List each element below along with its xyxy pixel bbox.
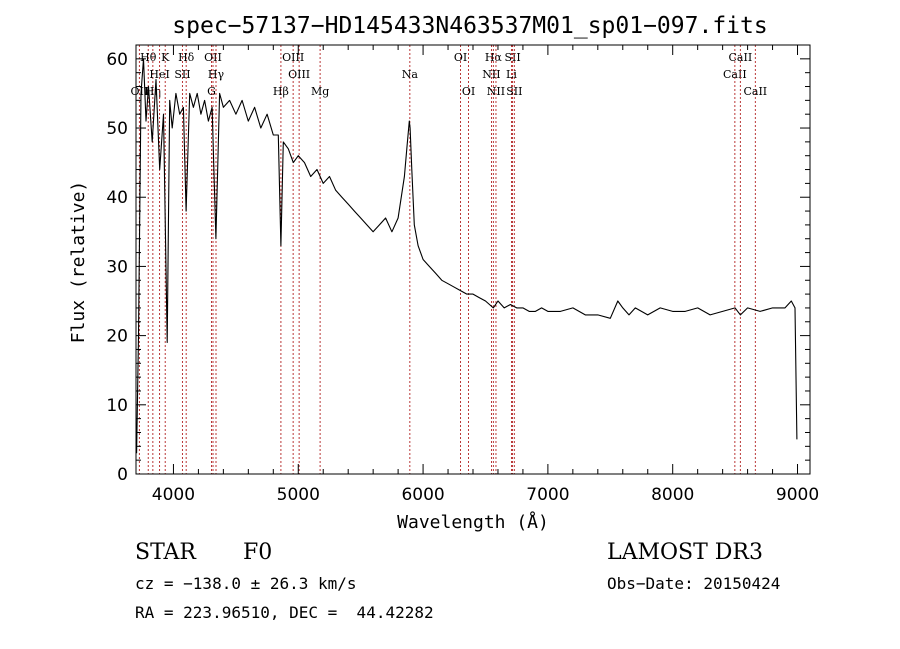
y-tick-label: 40 <box>106 188 128 208</box>
survey-name: LAMOST DR3 <box>607 540 763 565</box>
x-tick-label: 4000 <box>152 485 195 505</box>
line-marker-label: CaII <box>729 51 753 64</box>
line-marker-label: NII <box>482 68 500 81</box>
y-tick-label: 0 <box>117 465 128 485</box>
line-marker-label: OIII <box>282 51 304 64</box>
line-marker-label: OI <box>454 51 467 64</box>
line-marker-label: SII <box>506 85 522 98</box>
line-marker-label: OIII <box>288 68 310 81</box>
y-tick-label: 20 <box>106 327 128 347</box>
line-marker-label: Hδ <box>178 51 195 64</box>
plot-frame <box>135 44 811 475</box>
y-tick-label: 30 <box>106 257 128 277</box>
line-marker-label: SII <box>174 68 190 81</box>
line-marker-label: CaII <box>723 68 747 81</box>
x-tick-label: 7000 <box>526 485 569 505</box>
x-tick-label: 8000 <box>651 485 694 505</box>
y-tick-label: 10 <box>106 396 128 416</box>
line-marker-label: Hβ <box>273 85 289 98</box>
y-tick-label: 50 <box>106 119 128 139</box>
spectrum-line <box>136 58 798 454</box>
chart-title: spec−57137−HD145433N463537M01_sp01−097.f… <box>172 13 767 39</box>
x-tick-label: 9000 <box>776 485 819 505</box>
x-axis-label: Wavelength (Å) <box>397 511 549 533</box>
redshift-value: cz = −138.0 ± 26.3 km/s <box>135 574 357 593</box>
line-marker-label: Hα <box>485 51 503 64</box>
line-marker-label: K <box>161 51 170 64</box>
line-marker-label: Na <box>402 68 419 81</box>
y-axis-label: Flux (relative) <box>68 181 89 344</box>
line-marker-label: Li <box>506 68 517 81</box>
spectrum-chart: spec−57137−HD145433N463537M01_sp01−097.f… <box>68 13 819 533</box>
object-class: STAR <box>135 540 196 565</box>
object-subclass: F0 <box>243 540 273 565</box>
line-marker-label: NII <box>487 85 505 98</box>
line-marker-label: OII <box>204 51 222 64</box>
line-marker-label: OII <box>131 85 149 98</box>
coordinates: RA = 223.96510, DEC = 44.42282 <box>135 603 434 622</box>
x-tick-label: 6000 <box>401 485 444 505</box>
y-tick-label: 60 <box>106 50 128 70</box>
line-marker-label: Hη <box>145 85 161 98</box>
observation-date: Obs−Date: 20150424 <box>607 574 781 593</box>
line-marker-label: OI <box>462 85 475 98</box>
line-marker-label: Hθ <box>140 51 157 64</box>
x-tick-label: 5000 <box>277 485 320 505</box>
line-marker-label: HeI <box>149 68 169 81</box>
line-marker-label: Hγ <box>208 68 225 81</box>
line-marker-label: Mg <box>311 85 329 98</box>
line-marker-label: G <box>207 85 216 98</box>
line-marker-label: CaII <box>743 85 767 98</box>
line-marker-label: SII <box>504 51 520 64</box>
